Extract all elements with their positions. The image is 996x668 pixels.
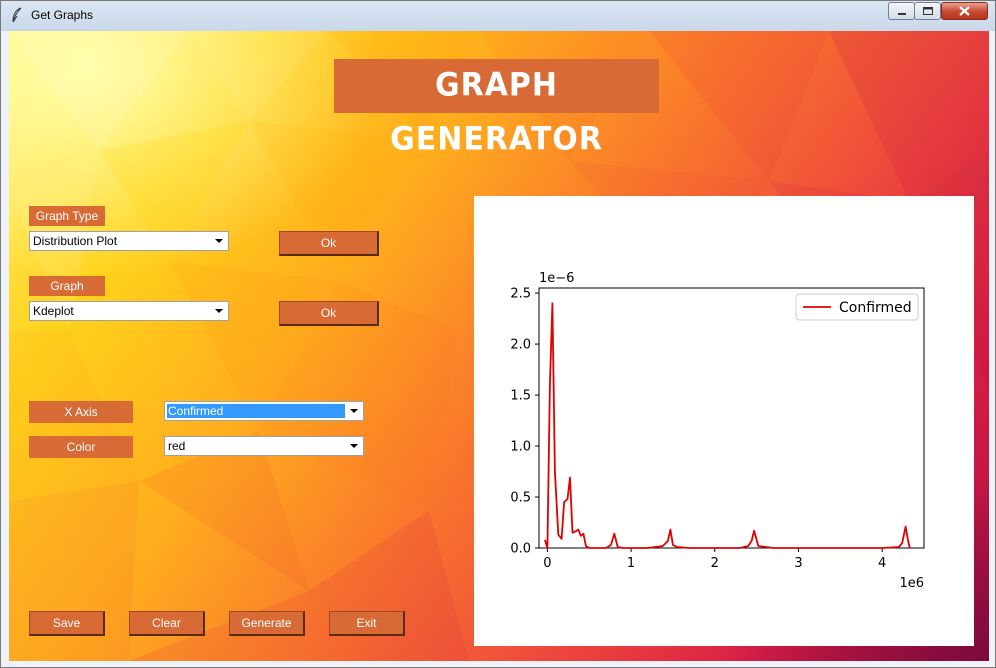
legend-entry: Confirmed (839, 300, 912, 316)
window-title: Get Graphs (31, 8, 94, 22)
x-axis-value: Confirmed (167, 404, 345, 418)
x-scale-label: 1e6 (899, 576, 924, 591)
graph-value: Kdeplot (33, 304, 74, 318)
x-tick-label: 2 (711, 556, 719, 571)
axes-frame (538, 287, 925, 549)
graph-type-label: Graph Type (29, 206, 105, 226)
generate-button[interactable]: Generate (229, 611, 305, 636)
graph-type-ok-button[interactable]: Ok (279, 231, 379, 256)
close-button[interactable] (941, 2, 988, 20)
main-canvas: GRAPH GENERATOR Graph Type Distribution … (9, 31, 989, 661)
x-tick-label: 3 (794, 556, 802, 571)
graph-label: Graph (29, 276, 105, 296)
color-label: Color (29, 436, 133, 458)
legend-box (795, 293, 919, 321)
y-tick-label: 1.5 (510, 389, 531, 404)
close-icon (959, 6, 970, 16)
color-select[interactable]: red (164, 436, 364, 456)
exit-button[interactable]: Exit (329, 611, 405, 636)
maximize-button[interactable] (914, 2, 941, 20)
graph-select[interactable]: Kdeplot (29, 301, 229, 321)
legend: Confirmed (795, 293, 919, 321)
chevron-down-icon[interactable] (212, 305, 226, 317)
series-line-confirmed (544, 302, 911, 549)
x-tick-label: 4 (878, 556, 886, 571)
chevron-down-icon[interactable] (212, 235, 226, 247)
chevron-down-icon[interactable] (347, 405, 361, 417)
y-tick-label: 0.0 (510, 542, 531, 557)
graph-type-select[interactable]: Distribution Plot (29, 231, 229, 251)
x-axis-label: X Axis (29, 401, 133, 423)
minimize-icon (898, 13, 906, 15)
plot-panel: 0 1 2 3 4 0.0 0.5 1.0 1.5 2.0 2.5 1e−6 1e6 Confirm… (474, 196, 974, 646)
y-tick-label: 2.0 (510, 338, 531, 353)
y-scale-label: 1e−6 (539, 271, 574, 286)
kde-chart: 0 1 2 3 4 0.0 0.5 1.0 1.5 2.0 2.5 1e−6 1e6 Confirm… (510, 271, 925, 591)
chevron-down-icon[interactable] (347, 440, 361, 452)
page-title: GRAPH GENERATOR (334, 59, 659, 158)
graph-ok-button[interactable]: Ok (279, 301, 379, 326)
feather-icon (12, 7, 22, 23)
y-tick-label: 1.0 (510, 440, 531, 455)
save-button[interactable]: Save (29, 611, 105, 636)
maximize-icon (923, 7, 933, 15)
y-tick-label: 2.5 (510, 287, 531, 302)
title-bar[interactable]: Get Graphs (1, 1, 995, 31)
graph-type-value: Distribution Plot (33, 234, 118, 248)
y-tick-label: 0.5 (510, 491, 531, 506)
clear-button[interactable]: Clear (129, 611, 205, 636)
x-axis-select[interactable]: Confirmed (164, 401, 364, 421)
x-tick-label: 0 (543, 556, 551, 571)
color-value: red (168, 439, 186, 453)
minimize-button[interactable] (888, 2, 915, 20)
x-tick-label: 1 (627, 556, 635, 571)
